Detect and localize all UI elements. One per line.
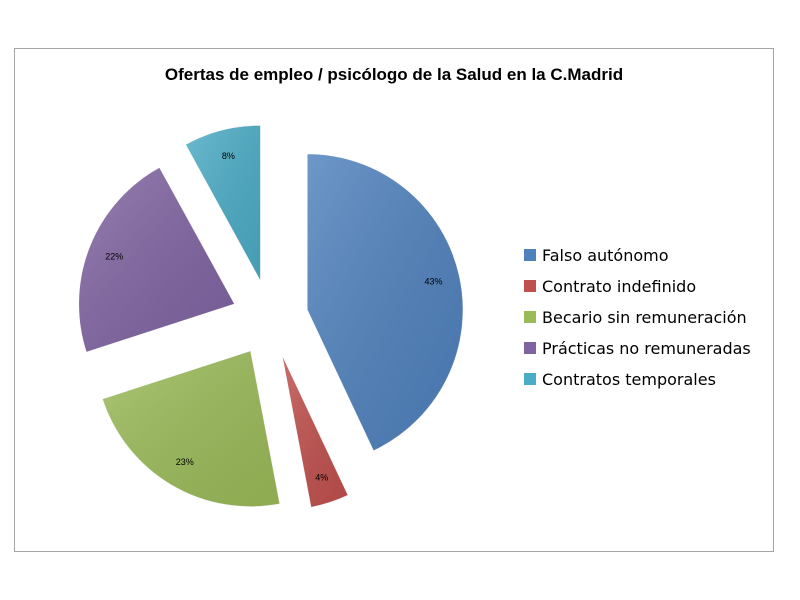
- legend-label-practicas-no-remuneradas: Prácticas no remuneradas: [542, 339, 751, 358]
- legend-swatch-contrato-indefinido: [524, 280, 536, 292]
- legend-label-contrato-indefinido: Contrato indefinido: [542, 277, 696, 296]
- slice-label-contratos-temporales: 8%: [222, 151, 235, 161]
- legend-swatch-falso-autonomo: [524, 249, 536, 261]
- pie-slice-labels: 43% 4% 23% 22% 8%: [105, 151, 442, 483]
- slice-label-becario-sin-remuneracion: 23%: [176, 457, 194, 467]
- slice-label-contrato-indefinido: 4%: [315, 472, 328, 482]
- slice-label-practicas-no-remuneradas: 22%: [105, 251, 123, 261]
- pie-slice-shading: [281, 354, 349, 508]
- legend-swatch-contratos-temporales: [524, 373, 536, 385]
- pie-slice-shading: [102, 350, 280, 507]
- chart-title: Ofertas de empleo / psicólogo de la Salu…: [165, 65, 623, 84]
- pie-slices: [78, 124, 464, 508]
- pie-slice-shading: [185, 125, 261, 282]
- pie-slice-shading: [307, 153, 464, 451]
- slice-label-falso-autonomo: 43%: [424, 276, 442, 286]
- legend-swatch-becario-sin-remuneracion: [524, 311, 536, 323]
- legend-swatch-practicas-no-remuneradas: [524, 342, 536, 354]
- legend-label-becario-sin-remuneracion: Becario sin remuneración: [542, 308, 747, 327]
- legend-label-falso-autonomo: Falso autónomo: [542, 246, 669, 265]
- pie-slice-shading: [78, 167, 235, 353]
- legend: Falso autónomo Contrato indefinido Becario…: [524, 246, 751, 389]
- legend-label-contratos-temporales: Contratos temporales: [542, 370, 716, 389]
